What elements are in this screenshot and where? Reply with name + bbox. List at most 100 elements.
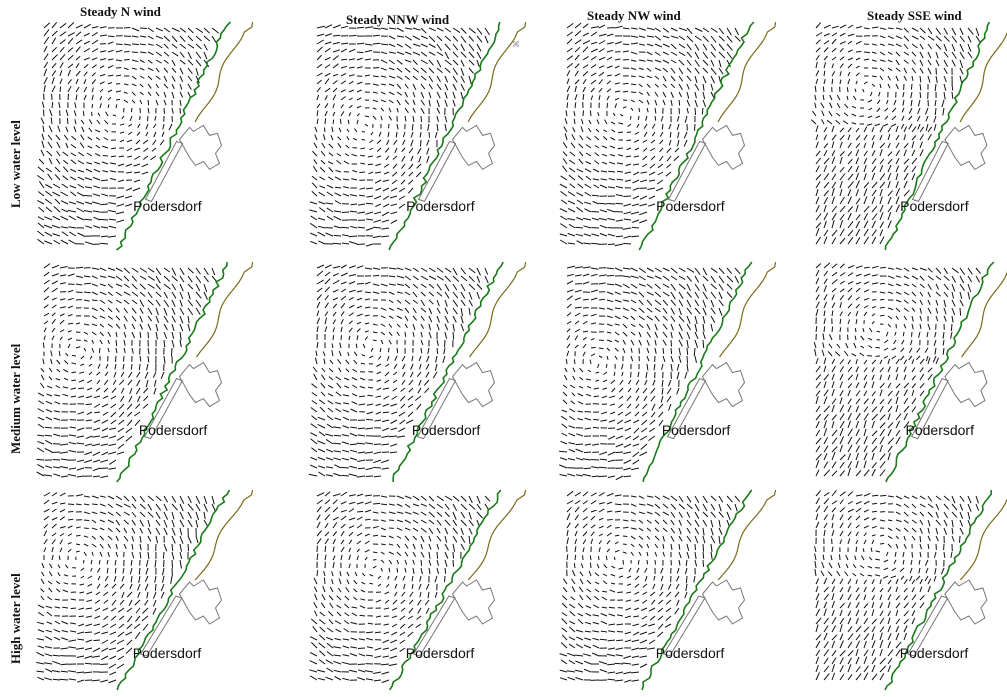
current-vector xyxy=(589,562,592,569)
current-vector xyxy=(384,371,390,377)
current-vector xyxy=(903,165,909,173)
current-vector xyxy=(60,226,69,229)
current-vector xyxy=(676,123,680,130)
current-vector xyxy=(590,515,596,521)
current-vector xyxy=(356,265,364,269)
current-vector xyxy=(710,519,714,528)
current-vector xyxy=(55,158,61,165)
current-vector xyxy=(845,342,849,349)
current-vector xyxy=(359,194,366,197)
current-vector xyxy=(107,347,110,353)
current-vector xyxy=(678,91,682,98)
current-vector xyxy=(599,184,608,189)
current-vector xyxy=(388,35,396,40)
current-vector xyxy=(935,35,942,42)
current-vector xyxy=(646,363,649,371)
current-vector xyxy=(340,281,347,285)
current-vector xyxy=(649,591,656,597)
current-vector xyxy=(332,272,339,277)
current-vector xyxy=(871,320,875,325)
current-vector xyxy=(83,503,90,506)
current-vector xyxy=(630,543,635,548)
current-vector xyxy=(319,650,326,657)
current-vector xyxy=(111,583,117,589)
current-vector xyxy=(694,495,700,503)
current-vector xyxy=(384,591,390,595)
current-vector xyxy=(887,429,892,437)
current-vector xyxy=(686,503,693,510)
current-vector xyxy=(646,67,652,72)
current-vector xyxy=(356,81,363,85)
current-vector xyxy=(99,543,104,549)
current-vector xyxy=(73,126,77,133)
current-vector xyxy=(328,176,334,181)
current-vector xyxy=(41,571,45,577)
current-vector xyxy=(401,591,406,597)
current-vector xyxy=(598,87,603,93)
current-vector xyxy=(676,567,680,574)
current-vector xyxy=(365,243,374,247)
current-vector xyxy=(582,23,589,29)
current-vector xyxy=(91,543,97,548)
current-vector xyxy=(51,532,57,537)
current-vector xyxy=(444,51,450,60)
current-vector xyxy=(574,39,582,45)
current-vector xyxy=(326,191,334,197)
current-vector xyxy=(863,58,870,61)
current-vector xyxy=(903,126,908,133)
current-vector xyxy=(396,107,399,113)
current-vector xyxy=(887,535,893,540)
current-vector xyxy=(109,177,117,181)
current-vector xyxy=(831,326,834,333)
current-vector xyxy=(59,516,65,521)
current-vector xyxy=(356,297,363,301)
current-vector xyxy=(879,428,886,437)
current-vector xyxy=(615,185,624,189)
current-vector xyxy=(131,267,139,273)
current-vector xyxy=(358,203,366,206)
current-vector xyxy=(332,522,338,529)
current-vector xyxy=(107,49,114,53)
current-vector xyxy=(879,602,883,609)
current-vector xyxy=(574,306,582,309)
current-vector xyxy=(839,499,844,505)
current-vector xyxy=(195,307,201,315)
current-vector xyxy=(633,427,640,434)
current-vector xyxy=(163,99,167,106)
current-vector xyxy=(83,94,87,101)
current-vector xyxy=(582,110,584,117)
current-vector xyxy=(103,387,109,393)
current-vector xyxy=(152,607,157,615)
current-vector xyxy=(460,75,466,83)
current-vector xyxy=(351,178,358,181)
current-vector xyxy=(404,27,413,30)
current-vector xyxy=(574,46,581,53)
current-vector xyxy=(99,73,106,77)
current-vector xyxy=(85,615,93,618)
current-vector xyxy=(109,459,117,465)
current-vector xyxy=(398,427,406,433)
current-vector xyxy=(364,49,373,53)
current-vector xyxy=(322,134,326,141)
current-vector xyxy=(76,427,85,431)
current-vector xyxy=(686,67,692,73)
current-vector xyxy=(316,279,324,285)
current-vector xyxy=(101,623,109,628)
current-vector xyxy=(115,511,121,517)
current-vector xyxy=(823,601,828,609)
current-vector xyxy=(357,647,366,649)
current-vector xyxy=(678,519,682,526)
current-vector xyxy=(638,543,643,549)
current-vector xyxy=(468,527,473,535)
current-vector xyxy=(360,162,366,165)
current-vector xyxy=(831,451,836,461)
current-vector xyxy=(115,551,119,558)
current-vector xyxy=(678,299,684,307)
current-vector xyxy=(71,354,77,357)
current-vector xyxy=(887,151,893,157)
current-vector xyxy=(163,107,165,114)
current-vector xyxy=(179,59,186,65)
current-vector xyxy=(598,24,606,29)
current-vector xyxy=(133,623,141,629)
current-vector xyxy=(99,267,107,272)
